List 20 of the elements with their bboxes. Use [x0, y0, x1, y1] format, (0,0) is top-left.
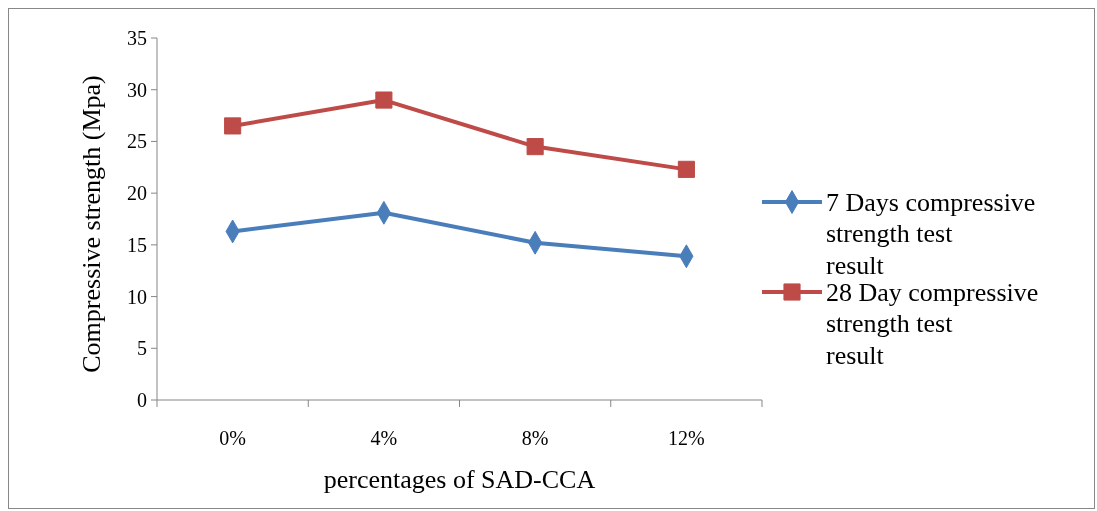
- x-tick-label: 12%: [668, 427, 705, 449]
- y-tick-label: 20: [127, 182, 147, 205]
- y-tick-label: 0: [137, 389, 147, 411]
- legend-label: 7 Days compressive strength test result: [826, 188, 1036, 280]
- x-tick-label: 8%: [521, 427, 549, 449]
- y-tick-label: 30: [127, 78, 147, 101]
- legend-label: 28 Day compressive strength test result: [826, 278, 1039, 370]
- point: [224, 117, 242, 135]
- point: [526, 138, 544, 156]
- y-tick-label: 35: [127, 27, 147, 49]
- y-axis-title: Compressive strength (Mpa): [77, 75, 106, 373]
- point: [677, 160, 695, 178]
- point: [375, 91, 393, 109]
- x-tick-label: 0%: [219, 427, 246, 449]
- y-tick-label: 15: [127, 233, 147, 256]
- x-axis-title: percentages of SAD-CCA: [323, 465, 596, 494]
- y-tick-label: 10: [127, 285, 147, 308]
- y-tick-label: 5: [137, 337, 147, 360]
- y-tick-label: 25: [127, 130, 147, 153]
- x-tick-label: 4%: [370, 427, 398, 449]
